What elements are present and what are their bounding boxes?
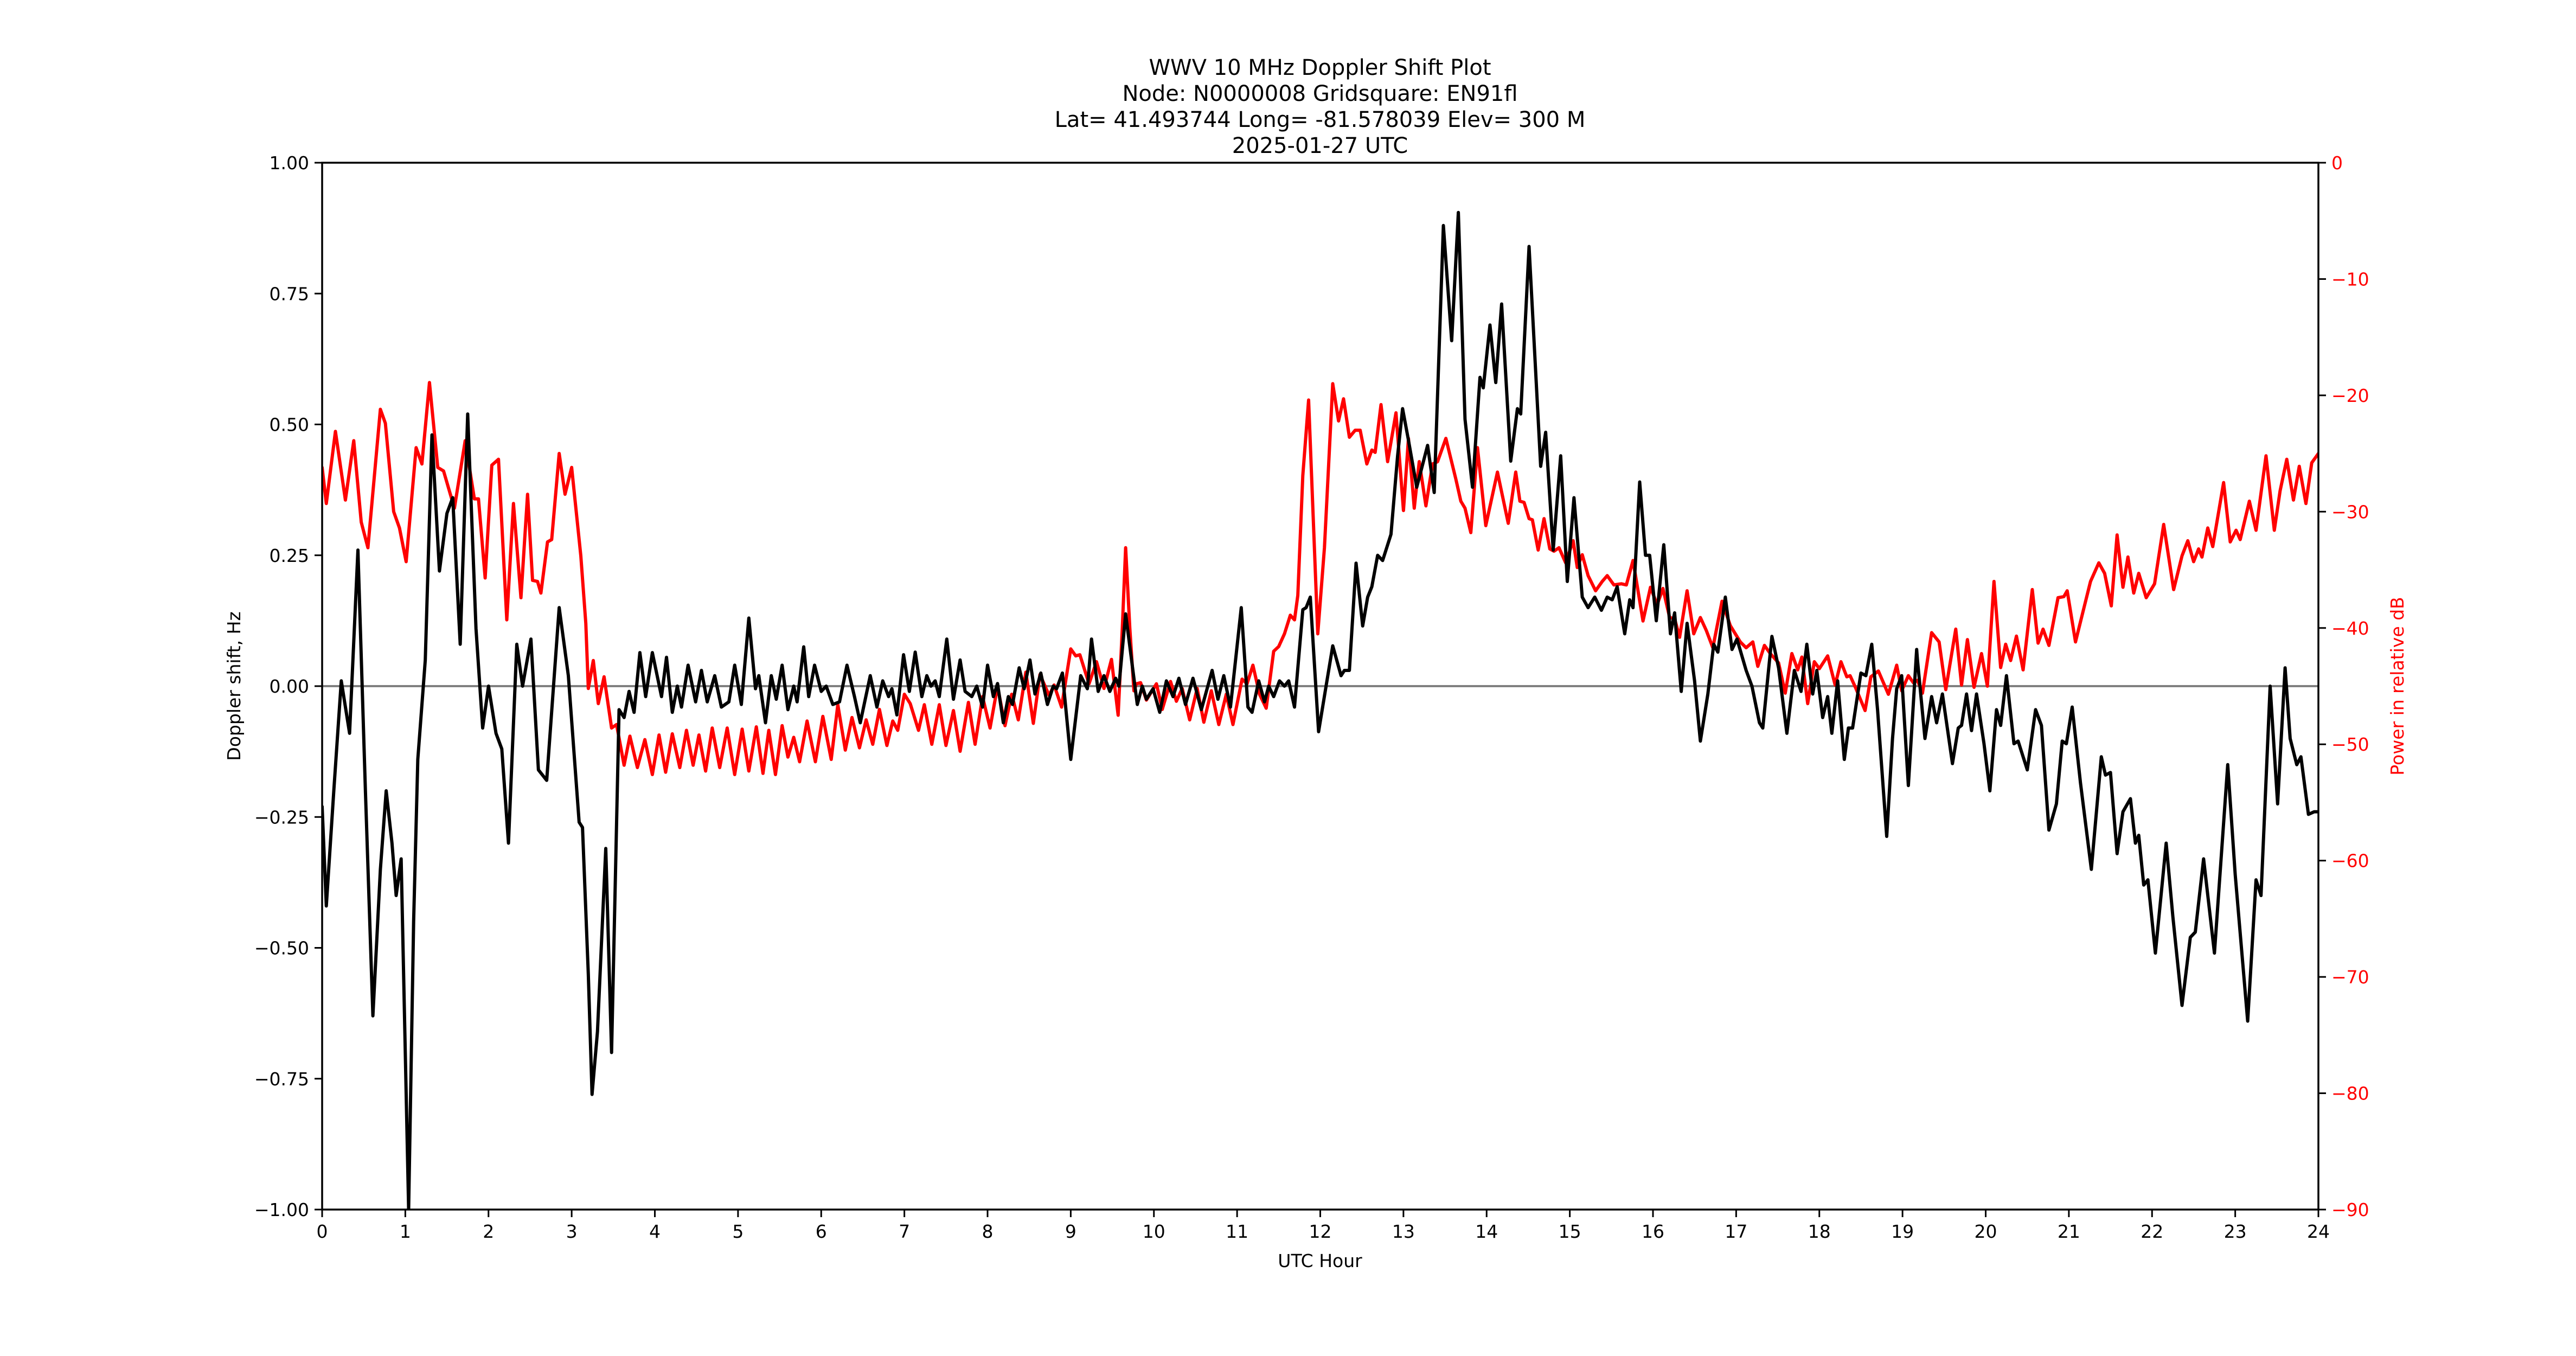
figure-title: WWV 10 MHz Doppler Shift Plot Node: N000… (1055, 55, 1586, 158)
x-tick-label: 3 (566, 1221, 578, 1242)
title-line-1: WWV 10 MHz Doppler Shift Plot (1149, 55, 1491, 80)
y-tick-label: 0.50 (270, 414, 309, 436)
y2-tick-label: −50 (2331, 734, 2369, 755)
right-y-axis-label: Power in relative dB (2387, 597, 2408, 775)
y2-tick-label: 0 (2331, 152, 2343, 174)
x-tick-label: 7 (899, 1221, 910, 1242)
y2-tick-label: −20 (2331, 385, 2369, 406)
power-series-line (322, 381, 2318, 776)
x-tick-label: 5 (732, 1221, 744, 1242)
right-y-axis-ticks: 0 −10 −20 −30 −40 −50 −60 −70 −80 −90 (2318, 152, 2369, 1220)
y-tick-label: −0.75 (254, 1069, 309, 1090)
x-tick-label: 10 (1143, 1221, 1165, 1242)
x-tick-label: 9 (1065, 1221, 1076, 1242)
x-tick-label: 16 (1642, 1221, 1664, 1242)
y2-tick-label: −10 (2331, 268, 2369, 290)
x-tick-label: 18 (1808, 1221, 1831, 1242)
y-tick-label: 0.75 (270, 283, 309, 304)
x-tick-label: 19 (1891, 1221, 1914, 1242)
doppler-series-line (322, 210, 2318, 1210)
left-y-axis-ticks: 1.00 0.75 0.50 0.25 0.00 −0.25 −0.50 −0.75 −1.00 (254, 152, 322, 1220)
y-tick-label: 0.25 (270, 545, 309, 566)
x-axis-ticks: 0 1 2 3 4 5 6 7 8 9 10 11 12 13 14 15 16 17 18 19 20 21 22 23 24 (317, 1210, 2330, 1242)
x-tick-label: 15 (1559, 1221, 1581, 1242)
x-tick-label: 23 (2224, 1221, 2247, 1242)
x-tick-label: 14 (1475, 1221, 1498, 1242)
x-tick-label: 6 (816, 1221, 827, 1242)
y-tick-label: −1.00 (254, 1199, 309, 1220)
y2-tick-label: −40 (2331, 618, 2369, 639)
x-tick-label: 22 (2141, 1221, 2163, 1242)
x-tick-label: 20 (1975, 1221, 1997, 1242)
x-tick-label: 4 (649, 1221, 661, 1242)
y2-tick-label: −70 (2331, 967, 2369, 988)
title-line-2: Node: N0000008 Gridsquare: EN91fl (1122, 81, 1517, 106)
y-tick-label: 1.00 (270, 152, 309, 174)
x-tick-label: 13 (1392, 1221, 1415, 1242)
y2-tick-label: −60 (2331, 850, 2369, 872)
x-tick-label: 21 (2058, 1221, 2080, 1242)
y-tick-label: 0.00 (270, 676, 309, 697)
left-y-axis-label: Doppler shift, Hz (223, 611, 245, 760)
x-tick-label: 11 (1226, 1221, 1248, 1242)
y2-tick-label: −90 (2331, 1199, 2369, 1220)
y2-tick-label: −80 (2331, 1083, 2369, 1104)
x-tick-label: 0 (317, 1221, 328, 1242)
x-tick-label: 2 (483, 1221, 494, 1242)
x-tick-label: 8 (982, 1221, 994, 1242)
title-line-3: Lat= 41.493744 Long= -81.578039 Elev= 30… (1055, 107, 1586, 132)
y2-tick-label: −30 (2331, 501, 2369, 522)
title-line-4: 2025-01-27 UTC (1232, 133, 1408, 158)
y-tick-label: −0.50 (254, 938, 309, 959)
x-axis-label: UTC Hour (1278, 1250, 1362, 1271)
x-tick-label: 17 (1725, 1221, 1747, 1242)
x-tick-label: 24 (2307, 1221, 2330, 1242)
y-tick-label: −0.25 (254, 807, 309, 828)
x-tick-label: 12 (1309, 1221, 1332, 1242)
x-tick-label: 1 (400, 1221, 411, 1242)
